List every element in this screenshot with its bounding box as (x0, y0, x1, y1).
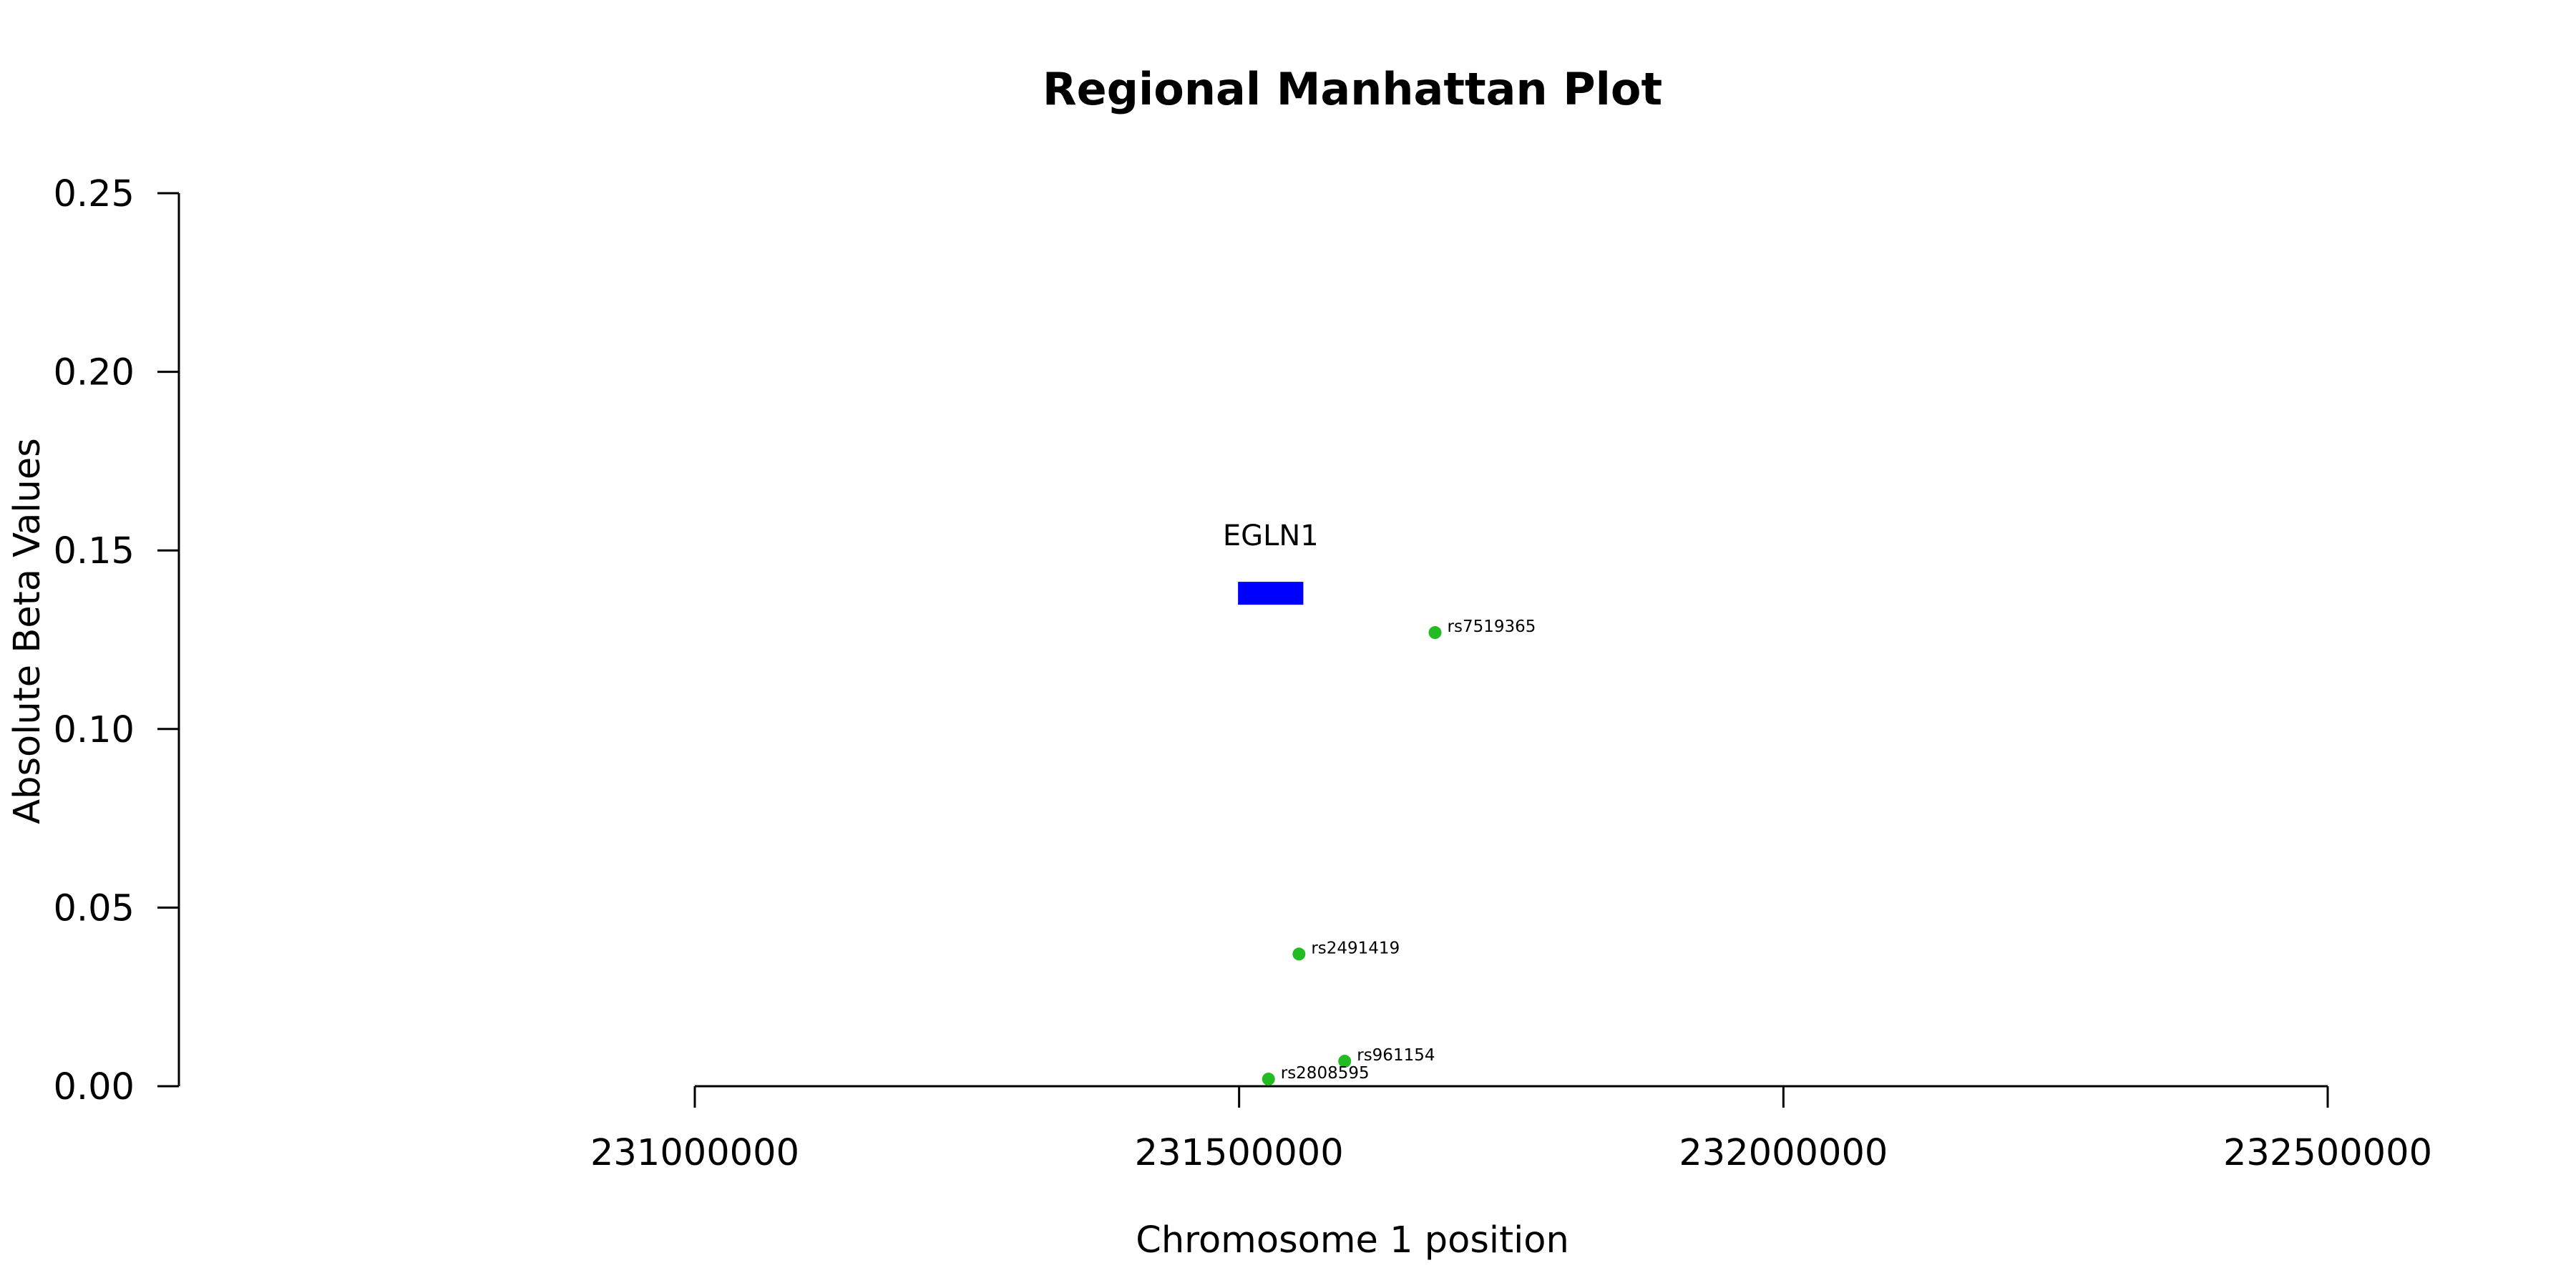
x-tick-label: 232500000 (2223, 1132, 2432, 1174)
x-tick-label: 231000000 (590, 1132, 799, 1174)
y-axis: 0.00 0.05 0.10 0.15 0.20 0.25 (53, 173, 180, 1108)
y-tick-label: 0.10 (53, 709, 135, 751)
x-axis-label: Chromosome 1 position (1136, 1219, 1569, 1262)
snp-label: rs961154 (1357, 1046, 1435, 1065)
gene-label: EGLN1 (1223, 519, 1319, 552)
snp-point (1428, 626, 1442, 640)
y-tick-label: 0.05 (53, 887, 135, 930)
snp-label: rs2491419 (1311, 939, 1400, 957)
snp-label: rs7519365 (1448, 618, 1536, 636)
snp-label: rs2808595 (1281, 1064, 1370, 1083)
gene-bar (1238, 582, 1304, 605)
snp-point (1338, 1055, 1352, 1068)
y-axis-label: Absolute Beta Values (6, 438, 49, 824)
gene-track: EGLN1 (1223, 519, 1319, 605)
y-tick-label: 0.20 (53, 352, 135, 394)
y-tick-label: 0.00 (53, 1066, 135, 1108)
x-tick-label: 231500000 (1135, 1132, 1344, 1174)
snp-point (1292, 947, 1306, 961)
chart-title: Regional Manhattan Plot (1043, 63, 1662, 115)
y-tick-label: 0.25 (53, 173, 135, 215)
x-axis: 231000000 231500000 232000000 232500000 (590, 1085, 2432, 1174)
snp-point (1262, 1073, 1275, 1086)
x-tick-label: 232000000 (1679, 1132, 1888, 1174)
y-tick-label: 0.15 (53, 530, 135, 572)
